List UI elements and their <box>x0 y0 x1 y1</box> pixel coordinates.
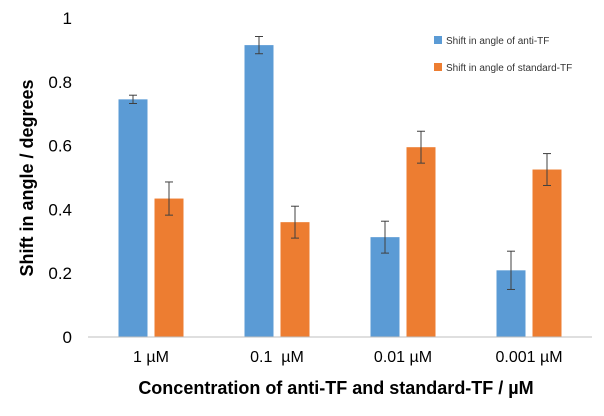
bar-standard-tf <box>532 169 562 337</box>
bar-anti-tf <box>370 237 400 337</box>
y-axis-ticks: 0 0.2 0.4 0.6 0.8 1 <box>48 9 72 347</box>
x-axis-title: Concentration of anti-TF and standard-TF… <box>138 378 533 398</box>
x-category-label: 0.01 µM <box>374 349 432 366</box>
y-tick-label: 0.4 <box>48 200 72 219</box>
bars <box>118 45 562 338</box>
y-tick-label: 1 <box>63 9 72 28</box>
bar-standard-tf <box>154 198 184 337</box>
error-bars <box>129 36 551 290</box>
error-bar <box>255 36 263 55</box>
y-tick-label: 0.8 <box>48 73 72 92</box>
error-bar <box>543 153 551 186</box>
x-category-label: 1 µM <box>133 349 169 366</box>
legend-swatch <box>434 63 442 71</box>
legend-swatch <box>434 36 442 44</box>
error-bar <box>165 181 173 216</box>
bar-standard-tf <box>406 147 436 337</box>
error-bar <box>417 130 425 164</box>
x-category-label: 0.1 µM <box>250 349 304 366</box>
bar-anti-tf <box>118 99 148 337</box>
x-category-label: 0.001 µM <box>495 349 562 366</box>
legend-label: Shift in angle of anti-TF <box>446 36 549 47</box>
y-tick-label: 0.6 <box>48 137 72 156</box>
bar-standard-tf <box>280 222 310 337</box>
bar-anti-tf <box>244 45 274 338</box>
legend-label: Shift in angle of standard-TF <box>446 63 572 74</box>
legend: Shift in angle of anti-TF Shift in angle … <box>434 36 572 74</box>
error-bar <box>381 220 389 254</box>
error-bar <box>507 250 515 290</box>
x-axis-category-labels: 1 µM 0.1 µM 0.01 µM 0.001 µM <box>133 349 562 366</box>
y-tick-label: 0 <box>63 328 72 347</box>
error-bar <box>129 94 137 104</box>
error-bar <box>291 205 299 239</box>
y-tick-label: 0.2 <box>48 264 72 283</box>
y-axis-title: Shift in angle / degrees <box>17 79 37 276</box>
